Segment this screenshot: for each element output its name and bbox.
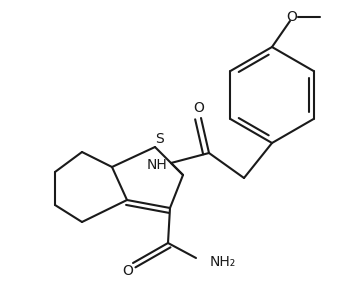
Text: O: O [194,101,204,115]
Text: O: O [286,10,297,24]
Text: O: O [122,264,134,278]
Text: NH: NH [147,158,168,172]
Text: S: S [156,132,164,146]
Text: NH₂: NH₂ [210,255,236,269]
